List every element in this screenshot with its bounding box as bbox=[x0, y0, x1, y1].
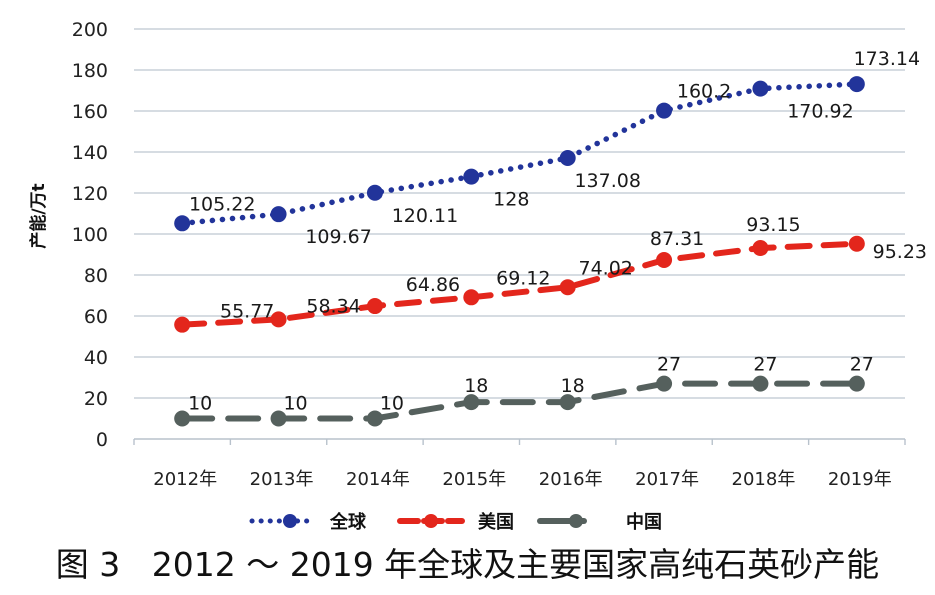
data-point-marker bbox=[848, 235, 865, 252]
legend-marker bbox=[283, 514, 297, 528]
x-axis: 2012年 2013年 2014年 2015年 2016年 2017年 2018年 2019年 bbox=[133, 438, 906, 490]
series-line bbox=[179, 240, 860, 328]
x-tick-label: 2017年 bbox=[635, 469, 699, 490]
legend-marker bbox=[424, 514, 438, 528]
data-label: 27 bbox=[753, 354, 777, 376]
data-point-marker bbox=[174, 316, 191, 333]
data-point-marker bbox=[559, 149, 576, 166]
data-label: 105.22 bbox=[189, 193, 255, 215]
legend: 全球 美国 中国 bbox=[249, 511, 662, 530]
y-tick-label: 20 bbox=[84, 388, 108, 410]
data-point-marker bbox=[366, 184, 383, 201]
y-axis-label: 产能/万t bbox=[28, 183, 49, 248]
data-label: 87.31 bbox=[650, 228, 704, 250]
data-label: 173.14 bbox=[854, 48, 920, 70]
data-label: 27 bbox=[850, 354, 874, 376]
data-point-marker bbox=[656, 252, 673, 269]
data-label: 10 bbox=[380, 393, 404, 415]
data-label: 95.23 bbox=[873, 241, 927, 263]
data-label: 18 bbox=[464, 375, 488, 397]
data-label: 18 bbox=[561, 375, 585, 397]
data-labels: 105.22 109.67 120.11 128 137.08 160.2 170.92 17… bbox=[188, 48, 927, 414]
series-2 bbox=[174, 375, 865, 427]
data-point-marker bbox=[366, 410, 383, 427]
data-point-marker bbox=[559, 279, 576, 296]
data-point-marker bbox=[174, 215, 191, 232]
data-label: 69.12 bbox=[496, 267, 550, 289]
y-tick-label: 60 bbox=[84, 306, 108, 328]
data-point-marker bbox=[656, 375, 673, 392]
data-point-marker bbox=[270, 206, 287, 223]
data-point-marker bbox=[559, 394, 576, 411]
y-tick-label: 180 bbox=[72, 60, 108, 82]
x-tick-label: 2013年 bbox=[250, 469, 314, 490]
data-point-marker bbox=[366, 298, 383, 315]
y-tick-label: 100 bbox=[72, 224, 108, 246]
data-point-marker bbox=[270, 410, 287, 427]
y-tick-label: 40 bbox=[84, 347, 108, 369]
legend-label: 中国 bbox=[626, 511, 662, 530]
data-label: 27 bbox=[657, 354, 681, 376]
x-tick-label: 2016年 bbox=[539, 469, 603, 490]
data-label: 10 bbox=[188, 393, 212, 415]
data-label: 55.77 bbox=[220, 301, 274, 323]
data-point-marker bbox=[174, 410, 191, 427]
data-point-marker bbox=[752, 240, 769, 257]
legend-label: 全球 bbox=[329, 511, 367, 530]
data-point-marker bbox=[848, 375, 865, 392]
data-label: 128 bbox=[493, 189, 529, 211]
y-tick-label: 200 bbox=[72, 19, 108, 41]
x-tick-label: 2019年 bbox=[828, 469, 892, 490]
x-tick-label: 2014年 bbox=[346, 469, 410, 490]
data-label: 93.15 bbox=[746, 214, 800, 236]
legend-item-usa: 美国 bbox=[397, 511, 514, 530]
gridlines bbox=[134, 28, 905, 399]
x-tick-label: 2018年 bbox=[732, 469, 796, 490]
series-line bbox=[179, 380, 860, 422]
series-1 bbox=[174, 235, 865, 333]
y-tick-label: 0 bbox=[96, 429, 108, 451]
data-label: 109.67 bbox=[305, 226, 371, 248]
data-label: 160.2 bbox=[677, 81, 731, 103]
data-label: 58.34 bbox=[306, 295, 360, 317]
data-label: 74.02 bbox=[578, 257, 632, 279]
legend-item-global: 全球 bbox=[249, 511, 367, 530]
data-point-marker bbox=[848, 76, 865, 93]
series-line bbox=[179, 81, 860, 227]
x-tick-label: 2012年 bbox=[153, 469, 217, 490]
data-point-marker bbox=[463, 289, 480, 306]
legend-marker bbox=[569, 514, 583, 528]
y-tick-label: 140 bbox=[72, 142, 108, 164]
legend-item-china: 中国 bbox=[537, 511, 662, 530]
data-label: 120.11 bbox=[392, 205, 458, 227]
series-0 bbox=[174, 76, 865, 232]
legend-label: 美国 bbox=[478, 511, 514, 530]
y-tick-label: 80 bbox=[84, 265, 108, 287]
data-label: 137.08 bbox=[574, 170, 640, 192]
y-tick-label: 160 bbox=[72, 101, 108, 123]
figure-caption: 图 3 2012 ～ 2019 年全球及主要国家高纯石英砂产能 bbox=[55, 545, 880, 584]
data-label: 170.92 bbox=[787, 101, 853, 123]
data-label: 64.86 bbox=[406, 274, 460, 296]
data-point-marker bbox=[463, 168, 480, 185]
x-tick-label: 2015年 bbox=[442, 469, 506, 490]
data-label: 10 bbox=[283, 393, 307, 415]
data-point-marker bbox=[270, 311, 287, 328]
y-tick-label: 120 bbox=[72, 183, 108, 205]
data-point-marker bbox=[656, 102, 673, 119]
series-group bbox=[174, 76, 865, 427]
y-axis: 0 20 40 60 80 100 120 140 160 180 200 bbox=[72, 19, 108, 451]
data-point-marker bbox=[752, 375, 769, 392]
data-point-marker bbox=[752, 80, 769, 97]
data-point-marker bbox=[463, 394, 480, 411]
